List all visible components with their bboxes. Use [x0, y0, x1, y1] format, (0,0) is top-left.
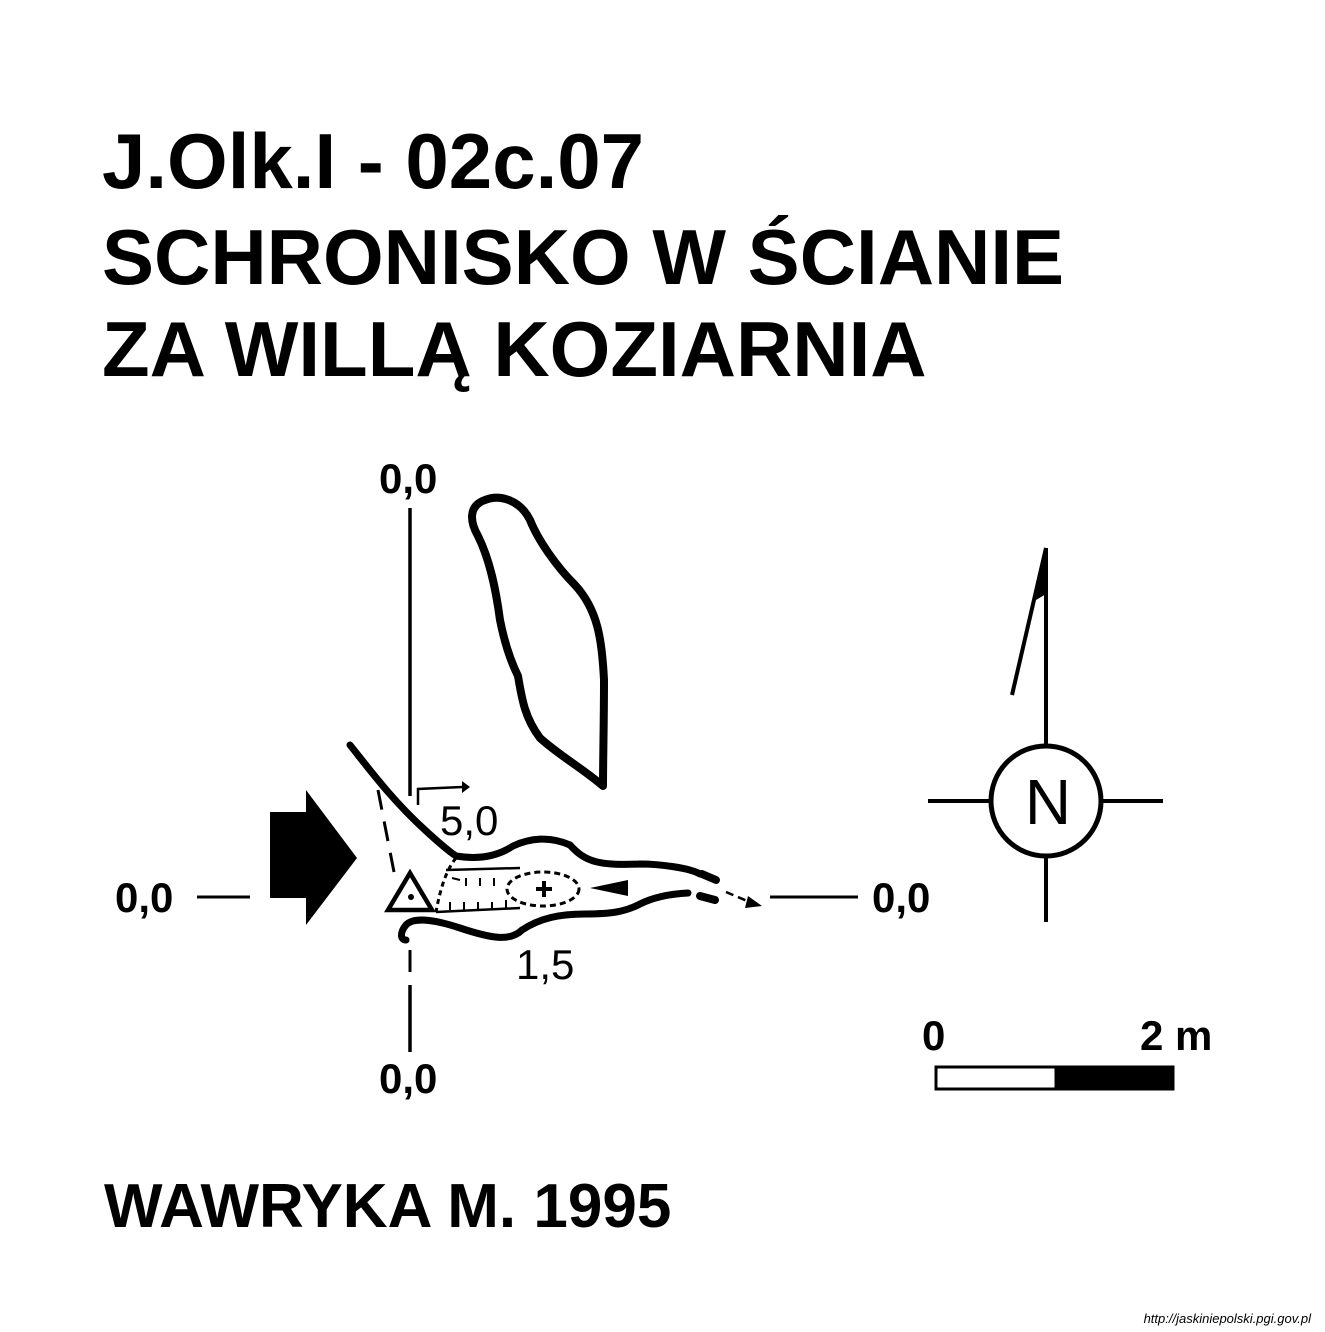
- scale-bar: [934, 1065, 1175, 1091]
- depth-label-lower: 1,5: [516, 941, 575, 988]
- cave-code-title: J.Olk.I - 02c.07: [102, 117, 645, 205]
- upper-chamber-outline: [468, 493, 608, 790]
- section-marker-bottom: 0,0: [379, 1055, 438, 1102]
- slope-step-hatching: [434, 857, 521, 914]
- author-credit: WAWRYKA M. 1995: [104, 1172, 672, 1241]
- drip-line: [376, 789, 396, 873]
- section-marker-left: 0,0: [115, 874, 174, 921]
- north-arrow-icon: [928, 547, 1163, 922]
- main-passage-outline: [346, 741, 762, 944]
- section-line-vertical: [408, 508, 470, 1052]
- section-marker-top: 0,0: [379, 455, 438, 502]
- cave-name-line-2: ZA WILLĄ KOZIARNIA: [102, 305, 927, 393]
- north-label: N: [1024, 766, 1072, 838]
- cave-name-line-1: SCHRONISKO W ŚCIANIE: [102, 213, 1065, 301]
- scale-start-label: 0: [922, 1012, 946, 1059]
- scale-end-label: 2 m: [1140, 1012, 1213, 1059]
- narrowing-wedge-symbol: [590, 880, 628, 896]
- depth-label-upper: 5,0: [440, 797, 499, 844]
- survey-station-triangle-icon: [384, 868, 436, 913]
- elevated-floor-mound: [505, 870, 581, 908]
- source-url: http://jaskiniepolski.pgi.gov.pl: [1143, 1311, 1311, 1326]
- section-marker-right: 0,0: [872, 874, 931, 921]
- entrance-arrow-icon: [270, 790, 357, 925]
